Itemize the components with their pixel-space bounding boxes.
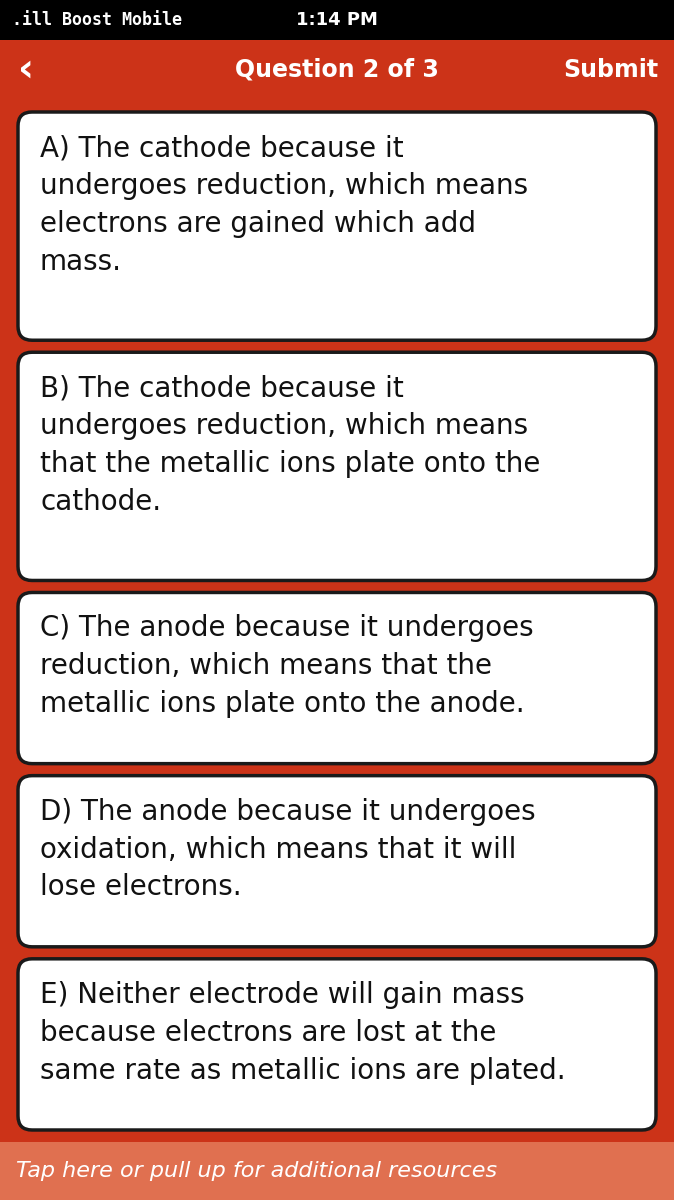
Bar [0,40,674,100]
FancyBboxPatch shape [18,112,656,341]
Text: Submit: Submit [563,58,658,82]
Text: C) The anode because it undergoes
reduction, which means that the
metallic ions : C) The anode because it undergoes reduct… [40,614,534,719]
Bar [0,1142,674,1200]
Text: Question 2 of 3: Question 2 of 3 [235,58,439,82]
Text: D) The anode because it undergoes
oxidation, which means that it will
lose elect: D) The anode because it undergoes oxidat… [40,798,536,901]
Text: E) Neither electrode will gain mass
because electrons are lost at the
same rate : E) Neither electrode will gain mass beca… [40,980,565,1085]
Text: .ill Boost Mobile: .ill Boost Mobile [12,11,182,29]
Text: 1:14 PM: 1:14 PM [296,11,378,29]
Text: A) The cathode because it
undergoes reduction, which means
electrons are gained : A) The cathode because it undergoes redu… [40,134,528,276]
FancyBboxPatch shape [18,775,656,947]
Text: B) The cathode because it
undergoes reduction, which means
that the metallic ion: B) The cathode because it undergoes redu… [40,374,541,516]
FancyBboxPatch shape [18,353,656,581]
FancyBboxPatch shape [18,959,656,1130]
Text: Tap here or pull up for additional resources: Tap here or pull up for additional resou… [16,1162,497,1181]
Text: ‹: ‹ [18,50,34,89]
Bar [0,0,674,40]
FancyBboxPatch shape [18,593,656,763]
